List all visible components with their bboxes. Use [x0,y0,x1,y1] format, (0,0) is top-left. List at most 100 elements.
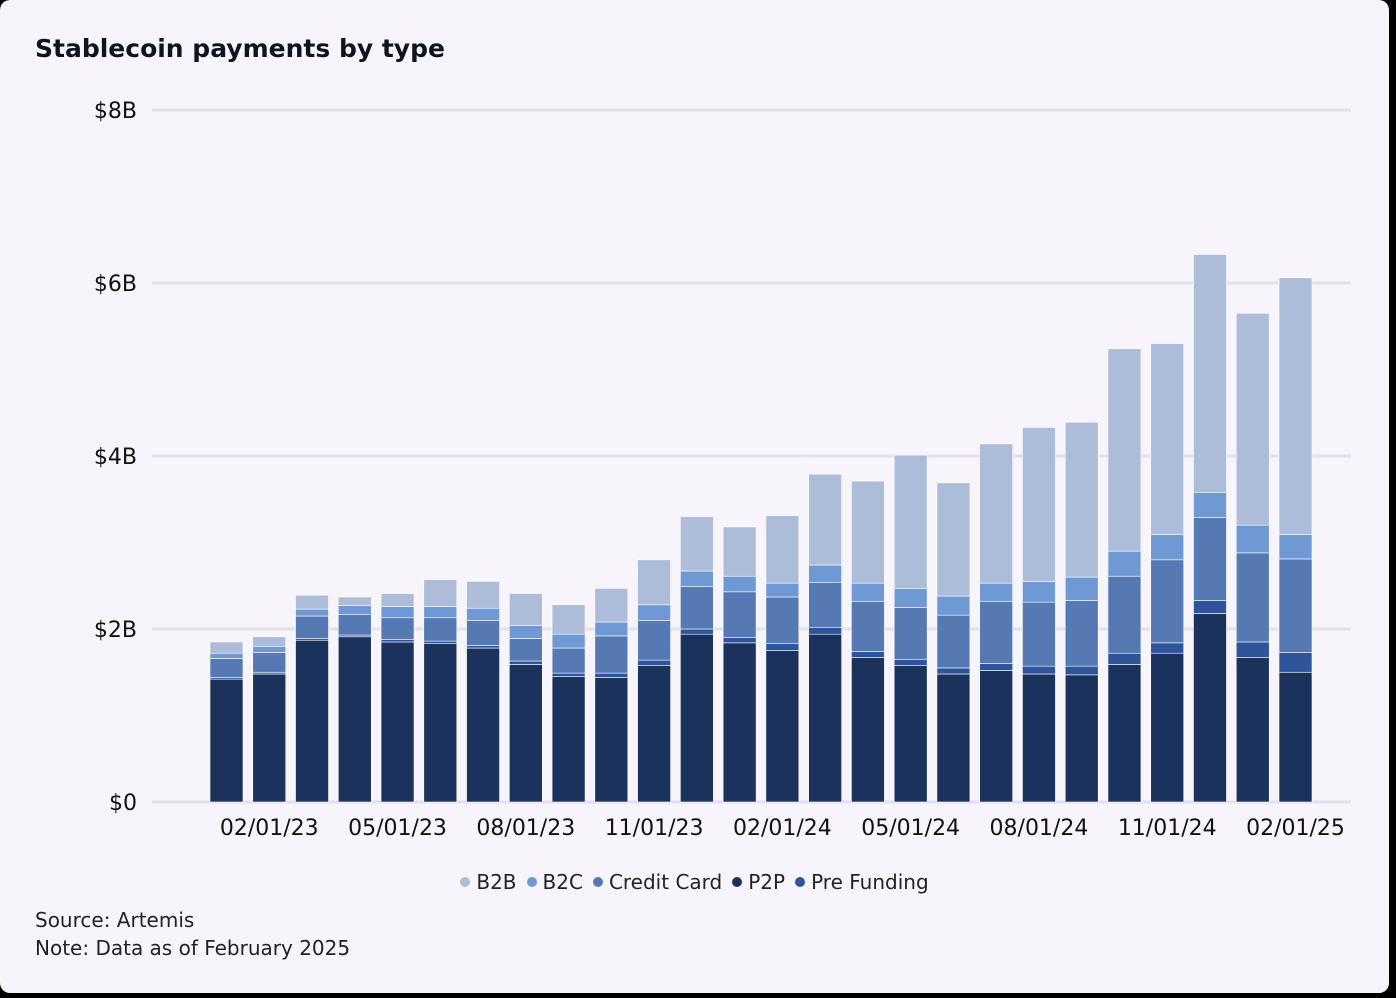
bar-segment-b2b [594,588,629,623]
bar-segment-p2p [295,639,329,803]
bar-segment-b2c [979,582,1013,602]
y-tick-label: $6B [94,272,137,297]
bar-segment-p2p [551,676,586,803]
x-tick-label: 02/01/25 [1246,816,1345,841]
chart-plot: $0 $2B $4B $6B $8B 02/01/23 05/01/23 08/01/23 1… [94,99,1351,841]
legend-item-b2b: B2B [460,870,517,894]
bar-segment-pre-funding [979,663,1013,671]
legend-label: Pre Funding [811,870,929,894]
bar-segment-pre-funding [466,645,500,649]
legend-label: B2B [476,870,517,894]
bar-segment-p2p [979,670,1013,803]
x-tick-label: 11/01/24 [1118,816,1217,841]
bar-segment-p2p [337,636,372,803]
chart-legend: B2B B2C Credit Card P2P Pre Funding [0,870,1389,894]
bar-segment-credit-card [1235,552,1270,643]
bar-segment-credit-card [893,607,928,660]
bar-segment-b2b [209,641,244,654]
bar-segment-p2p [380,641,415,803]
bar-segment-pre-funding [765,643,800,651]
bar-segment-b2c [893,588,928,608]
bar-segment-b2b [337,596,372,606]
x-tick-label: 05/01/23 [348,816,447,841]
x-tick-label: 11/01/23 [605,816,704,841]
bar-segment-b2c [851,582,885,602]
bar-segment-p2p [722,642,757,803]
bar-segment-pre-funding [1150,642,1185,654]
bar-segment-p2p [1107,664,1142,803]
bar-segment-p2p [1022,673,1056,803]
bar-segment-b2b [765,515,800,584]
bar-segment-credit-card [936,614,971,669]
bar-segment-b2b [551,604,586,635]
bar-segment-b2c [1278,534,1313,560]
bar-segment-b2b [979,443,1013,584]
bar-segment-credit-card [380,617,415,640]
legend-swatch [460,876,471,887]
bar-segment-pre-funding [1193,600,1227,614]
legend-item-b2c: B2C [526,870,583,894]
bar-segment-pre-funding [380,639,415,643]
bar-segment-b2b [936,482,971,597]
bar-segment-credit-card [209,658,244,678]
bar-segment-b2c [722,575,757,593]
bar-segment-credit-card [851,601,885,652]
bars [209,254,1313,803]
bar-segment-p2p [1064,674,1099,803]
bar-segment-b2c [1150,534,1185,561]
legend-label: Credit Card [608,870,723,894]
bar-segment-b2c [380,606,415,619]
bar-segment-p2p [1193,613,1227,803]
bar-segment-b2b [509,593,543,626]
bar-segment-credit-card [423,617,458,642]
bar-segment-credit-card [1022,601,1056,667]
source-note: Source: Artemis [35,908,195,932]
bar-segment-pre-funding [1064,665,1099,676]
bar-segment-pre-funding [808,626,842,635]
bar-segment-pre-funding [1022,665,1056,675]
bar-segment-p2p [466,647,500,803]
bar-segment-b2c [680,570,714,587]
bar-segment-b2b [1150,343,1185,536]
x-tick-label: 02/01/23 [220,816,319,841]
bar-segment-b2c [295,608,329,617]
bar-segment-p2p [936,673,971,803]
legend-item-pre-funding: Pre Funding [795,870,929,894]
bar-segment-b2c [808,564,842,583]
legend-swatch [592,876,603,887]
legend-item-p2p: P2P [732,870,785,894]
legend-label: P2P [748,870,786,894]
bar-segment-pre-funding [680,628,714,635]
bar-segment-credit-card [1278,558,1313,653]
bar-segment-pre-funding [594,672,629,678]
bar-segment-credit-card [808,581,842,628]
bar-segment-p2p [509,664,543,803]
bar-segment-credit-card [252,652,287,673]
x-tick-label: 02/01/24 [733,816,832,841]
bar-segment-b2b [680,516,714,572]
bar-segment-pre-funding [1107,652,1142,665]
bar-segment-b2c [209,652,244,659]
data-note: Note: Data as of February 2025 [35,936,351,960]
bar-segment-b2b [851,480,885,584]
x-axis: 02/01/23 05/01/23 08/01/23 11/01/23 02/01/24… [220,816,1345,841]
chart-title: Stablecoin payments by type [35,34,445,63]
bar-segment-b2b [808,473,842,566]
bar-segment-b2b [893,454,928,589]
bar-segment-b2b [380,593,415,607]
bar-segment-credit-card [637,620,671,661]
bar-segment-b2c [509,625,543,639]
legend-swatch [526,876,537,887]
bar-segment-b2b [1107,348,1142,552]
bar-segment-b2b [1235,312,1270,526]
bar-segment-b2b [1022,427,1056,582]
bar-segment-p2p [1278,671,1313,803]
x-tick-label: 08/01/23 [476,816,575,841]
bar-segment-pre-funding [551,672,586,677]
bar-segment-b2c [936,595,971,616]
bar-segment-pre-funding [851,651,885,658]
bar-segment-b2b [1278,277,1313,536]
bar-segment-b2c [337,605,372,615]
bar-segment-b2c [1107,550,1142,577]
bar-segment-p2p [209,678,244,803]
